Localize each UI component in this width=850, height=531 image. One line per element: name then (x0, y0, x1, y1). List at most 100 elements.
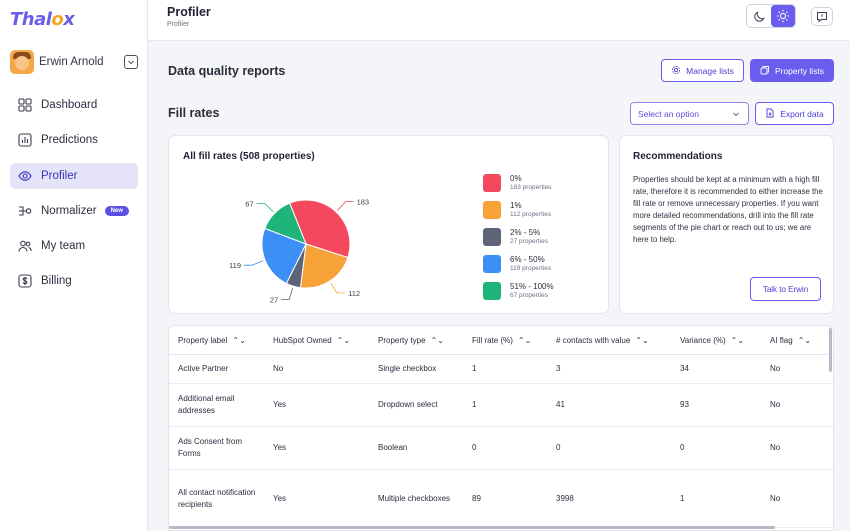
table-cell: 1 (472, 364, 477, 373)
column-header[interactable]: Variance (%) ⌃⌄ (680, 326, 744, 354)
recommendations-title: Recommendations (633, 151, 723, 162)
table-cell: 34 (680, 364, 689, 373)
nav-item-normalizer[interactable]: Normalizer New (10, 198, 138, 224)
legend-label: 6% - 50% (510, 255, 545, 264)
table-cell: Dropdown select (378, 400, 438, 409)
table-cell: 3998 (556, 493, 574, 503)
table-cell: 0 (680, 443, 685, 452)
export-data-button[interactable]: Export data (755, 102, 834, 125)
nav-item-my-team[interactable]: My team (10, 233, 138, 259)
pie-slice[interactable] (299, 243, 349, 289)
dollar-icon (18, 274, 32, 288)
export-icon (765, 108, 775, 120)
table-row[interactable]: Additional email addresses Yes Dropdown se… (169, 384, 833, 427)
column-header[interactable]: Property label ⌃⌄ (178, 326, 246, 354)
column-header[interactable]: Fill rate (%) ⌃⌄ (472, 326, 531, 354)
legend-swatch (483, 282, 501, 300)
column-header[interactable]: # contacts with value ⌃⌄ (556, 326, 649, 354)
talk-to-erwin-button[interactable]: Talk to Erwin (750, 277, 821, 301)
new-badge: New (104, 206, 129, 216)
user-menu[interactable]: Erwin Arnold (10, 49, 138, 75)
legend-item[interactable]: 0% 183 properties (483, 174, 554, 201)
column-header[interactable]: AI flag ⌃⌄ (770, 326, 811, 354)
pie-value-label: 183 (357, 198, 370, 207)
copy-icon (760, 65, 770, 77)
table-cell: Active Partner (178, 364, 229, 373)
column-label: HubSpot Owned (273, 335, 332, 345)
column-label: Property label (178, 335, 228, 345)
sort-icon[interactable]: ⌃⌄ (336, 335, 351, 345)
table-row[interactable]: All contact notification recipients Yes Mu… (169, 470, 833, 528)
legend-swatch (483, 201, 501, 219)
nav-item-predictions[interactable]: Predictions (10, 127, 138, 153)
column-label: AI flag (770, 335, 793, 345)
column-header[interactable]: HubSpot Owned ⌃⌄ (273, 326, 350, 354)
sort-icon[interactable]: ⌃⌄ (517, 335, 532, 345)
column-label: Property type (378, 335, 426, 345)
legend-item[interactable]: 2% - 5% 27 properties (483, 228, 554, 255)
horizontal-scrollbar[interactable] (169, 526, 775, 529)
section-title-fill-rates: Fill rates (168, 106, 220, 120)
legend-label: 0% (510, 174, 522, 183)
segment-select[interactable]: Select an option (630, 102, 749, 125)
legend-item[interactable]: 6% - 50% 119 properties (483, 255, 554, 282)
app-logo[interactable]: Thalox (10, 9, 75, 30)
sort-icon[interactable]: ⌃⌄ (730, 335, 745, 345)
bar-chart-icon (18, 133, 32, 147)
pie-slice[interactable] (261, 227, 307, 285)
legend-count: 119 properties (510, 265, 552, 272)
sort-icon[interactable]: ⌃⌄ (797, 335, 812, 345)
sort-icon[interactable]: ⌃⌄ (430, 335, 444, 345)
user-name: Erwin Arnold (39, 56, 104, 68)
pie-leader-line (337, 201, 354, 211)
pie-chart[interactable]: 183 112 27 119 67 (169, 164, 409, 314)
table-cell: 0 (556, 443, 561, 452)
chart-title: All fill rates (508 properties) (183, 151, 315, 162)
column-header[interactable]: Property type ⌃⌄ (378, 326, 444, 354)
table-cell: 1 (680, 493, 685, 503)
eye-icon (18, 169, 32, 183)
table-cell: 41 (556, 400, 565, 409)
table-cell: Ads Consent from Forms (178, 437, 243, 458)
nav-item-dashboard[interactable]: Dashboard (10, 92, 138, 118)
nav-item-profiler[interactable]: Profiler (10, 163, 138, 189)
pie-slice[interactable] (289, 199, 351, 259)
recommendations-card: Recommendations Properties should be kep… (619, 135, 834, 314)
table-cell: No (770, 400, 781, 409)
legend-item[interactable]: 51% - 100% 67 properties (483, 282, 554, 309)
chevron-down-icon[interactable] (124, 55, 138, 69)
pie-leader-line (256, 202, 274, 213)
sidebar: Thalox Erwin Arnold Dashboard Prediction… (0, 0, 148, 531)
feedback-icon[interactable] (811, 7, 833, 26)
theme-toggle[interactable] (746, 4, 796, 28)
table-cell: Yes (273, 400, 287, 409)
nav-label: Dashboard (41, 99, 98, 111)
property-lists-label: Property lists (774, 65, 825, 76)
table-cell: No (770, 364, 781, 373)
legend-count: 183 properties (510, 184, 552, 191)
chart-legend: 0% 183 properties 1% 112 properties 2% - 5… (483, 174, 554, 309)
table-cell: Yes (273, 443, 287, 452)
table-cell: 93 (680, 400, 689, 409)
vertical-scrollbar[interactable] (829, 328, 832, 372)
pie-leader-line (244, 260, 264, 266)
sun-icon[interactable] (771, 5, 795, 27)
legend-item[interactable]: 1% 112 properties (483, 201, 554, 228)
moon-icon[interactable] (747, 5, 771, 27)
manage-lists-button[interactable]: Manage lists (661, 59, 744, 82)
legend-swatch (483, 255, 501, 273)
table-row[interactable]: Ads Consent from Forms Yes Boolean 0 0 0 No (169, 427, 833, 470)
sort-icon[interactable]: ⌃⌄ (232, 335, 246, 345)
manage-lists-label: Manage lists (686, 65, 734, 76)
sort-icon[interactable]: ⌃⌄ (635, 335, 649, 345)
pie-value-label: 27 (270, 296, 278, 305)
property-lists-button[interactable]: Property lists (750, 59, 834, 82)
legend-swatch (483, 174, 501, 192)
gear-icon (671, 65, 681, 77)
breadcrumb[interactable]: Profiler (167, 21, 190, 28)
table-cell: All contact notification recipients (178, 487, 256, 509)
nav-label: Billing (41, 275, 72, 287)
nav-item-billing[interactable]: Billing (10, 268, 138, 294)
pie-slice[interactable] (264, 202, 307, 245)
table-row[interactable]: Active Partner No Single checkbox 1 3 34 No (169, 355, 833, 384)
